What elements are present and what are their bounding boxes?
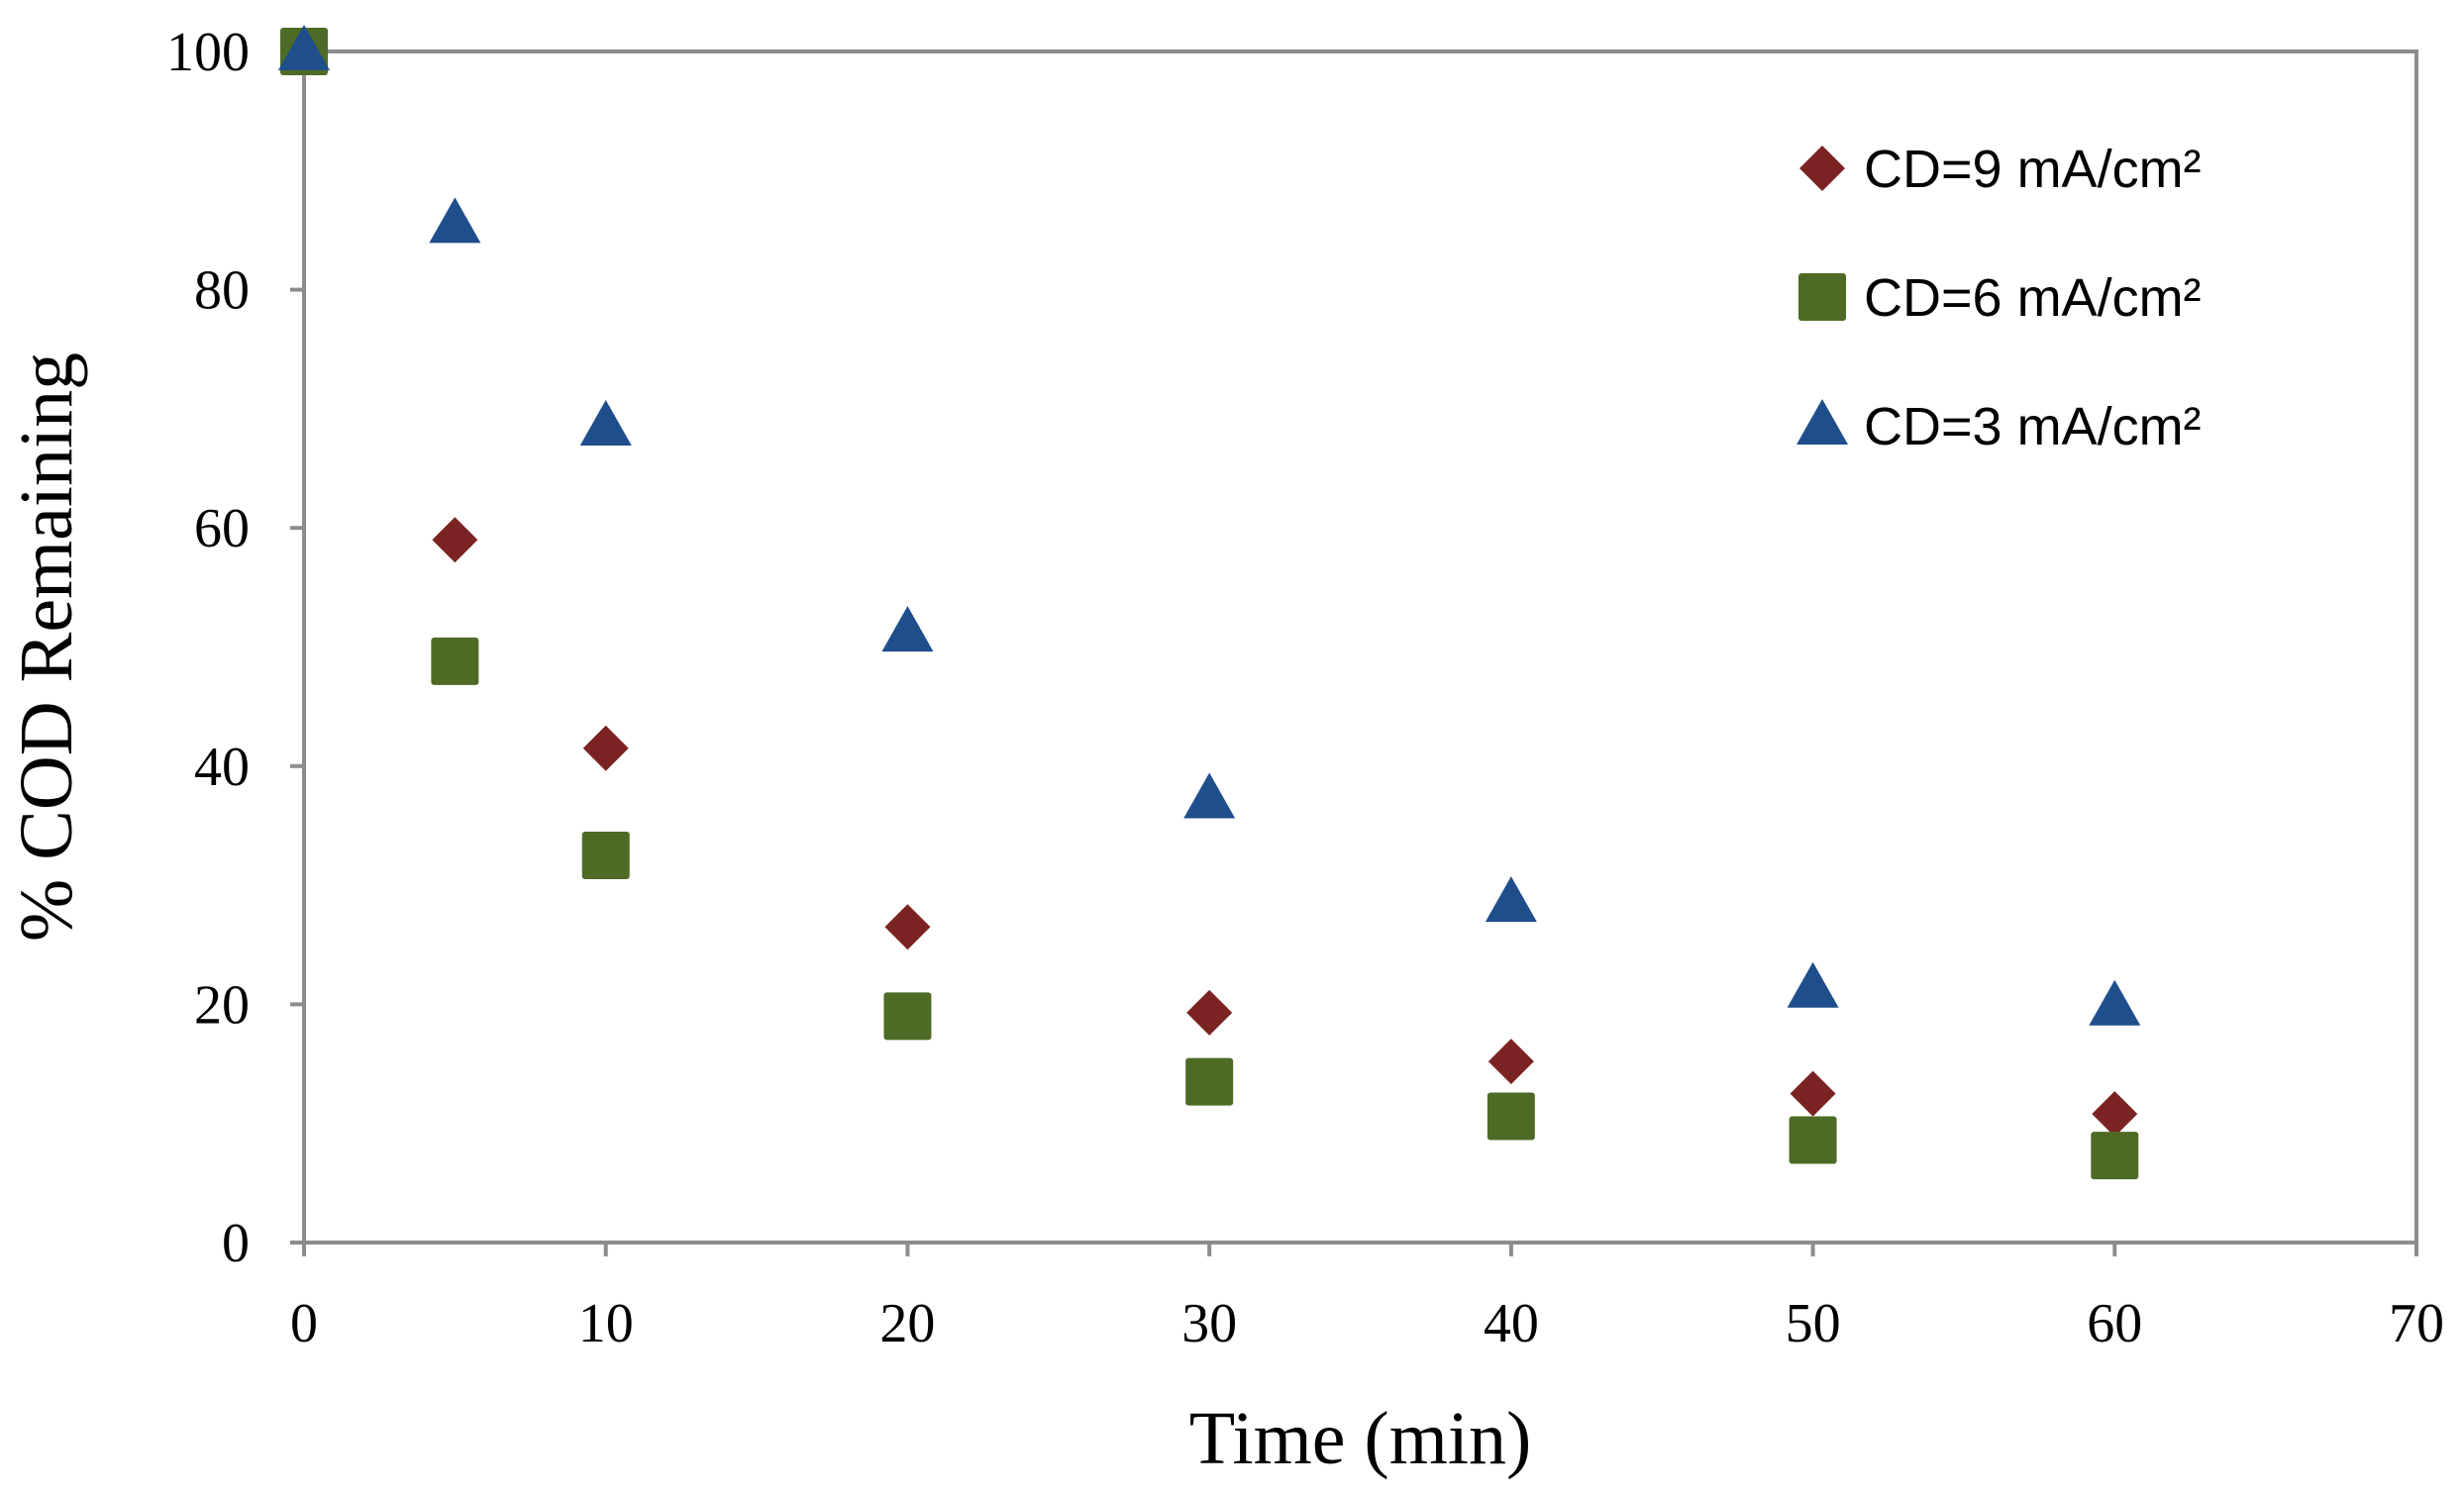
data-point-square — [431, 637, 479, 685]
y-tick-label: 100 — [166, 22, 250, 83]
x-tick-label: 50 — [1786, 1293, 1841, 1354]
x-tick-label: 10 — [578, 1293, 634, 1354]
y-tick-label: 80 — [194, 260, 250, 322]
x-tick-label: 0 — [290, 1293, 318, 1354]
x-tick-label: 60 — [2087, 1293, 2142, 1354]
data-point-diamond — [1488, 1039, 1534, 1085]
x-axis: 0 10 20 30 40 50 60 70 — [290, 1243, 2444, 1354]
data-point-triangle — [579, 399, 632, 446]
data-point-square — [883, 992, 932, 1041]
x-tick-label: 20 — [879, 1293, 935, 1354]
data-point-diamond — [1790, 1070, 1836, 1117]
data-point-diamond — [432, 517, 478, 563]
x-tick-label: 70 — [2389, 1293, 2444, 1354]
data-series — [278, 25, 2141, 1180]
legend-marker-triangle — [1797, 399, 1848, 445]
series-diamond — [281, 29, 2138, 1138]
x-axis-title: Time (min) — [1189, 1397, 1532, 1480]
data-point-triangle — [1787, 961, 1839, 1008]
data-point-triangle — [278, 25, 330, 70]
data-point-square — [1185, 1057, 1234, 1106]
x-tick-label: 40 — [1484, 1293, 1539, 1354]
data-point-square — [581, 832, 630, 880]
plot-area-frame — [302, 50, 2418, 1245]
data-point-triangle — [1183, 772, 1236, 819]
legend-label: CD=6 mA/cm² — [1864, 268, 2202, 328]
data-point-square — [1487, 1092, 1535, 1141]
x-tick-label: 30 — [1181, 1293, 1237, 1354]
y-tick-label: 40 — [194, 737, 250, 798]
data-point-diamond — [1186, 989, 1233, 1036]
legend-marker-diamond — [1799, 146, 1845, 191]
data-point-square — [2091, 1132, 2139, 1180]
legend-label: CD=3 mA/cm² — [1864, 397, 2202, 456]
data-point-diamond — [582, 725, 629, 771]
y-axis: 0 20 40 60 80 100 — [166, 22, 304, 1274]
y-tick-label: 60 — [194, 498, 250, 559]
data-point-triangle — [429, 197, 481, 244]
legend-marker-square — [1798, 273, 1846, 321]
data-point-square — [1789, 1116, 1837, 1164]
data-point-triangle — [881, 606, 934, 652]
data-point-triangle — [1485, 876, 1537, 923]
legend: CD=9 mA/cm² CD=6 mA/cm² CD=3 mA/cm² — [1797, 140, 2202, 456]
y-tick-label: 0 — [222, 1213, 250, 1274]
y-axis-title: % COD Remaining — [5, 352, 88, 942]
data-point-diamond — [884, 904, 931, 950]
data-point-diamond — [2092, 1091, 2138, 1138]
series-triangle — [278, 25, 2141, 1026]
legend-label: CD=9 mA/cm² — [1864, 140, 2202, 199]
data-point-triangle — [2089, 979, 2141, 1026]
y-tick-label: 20 — [194, 974, 250, 1036]
